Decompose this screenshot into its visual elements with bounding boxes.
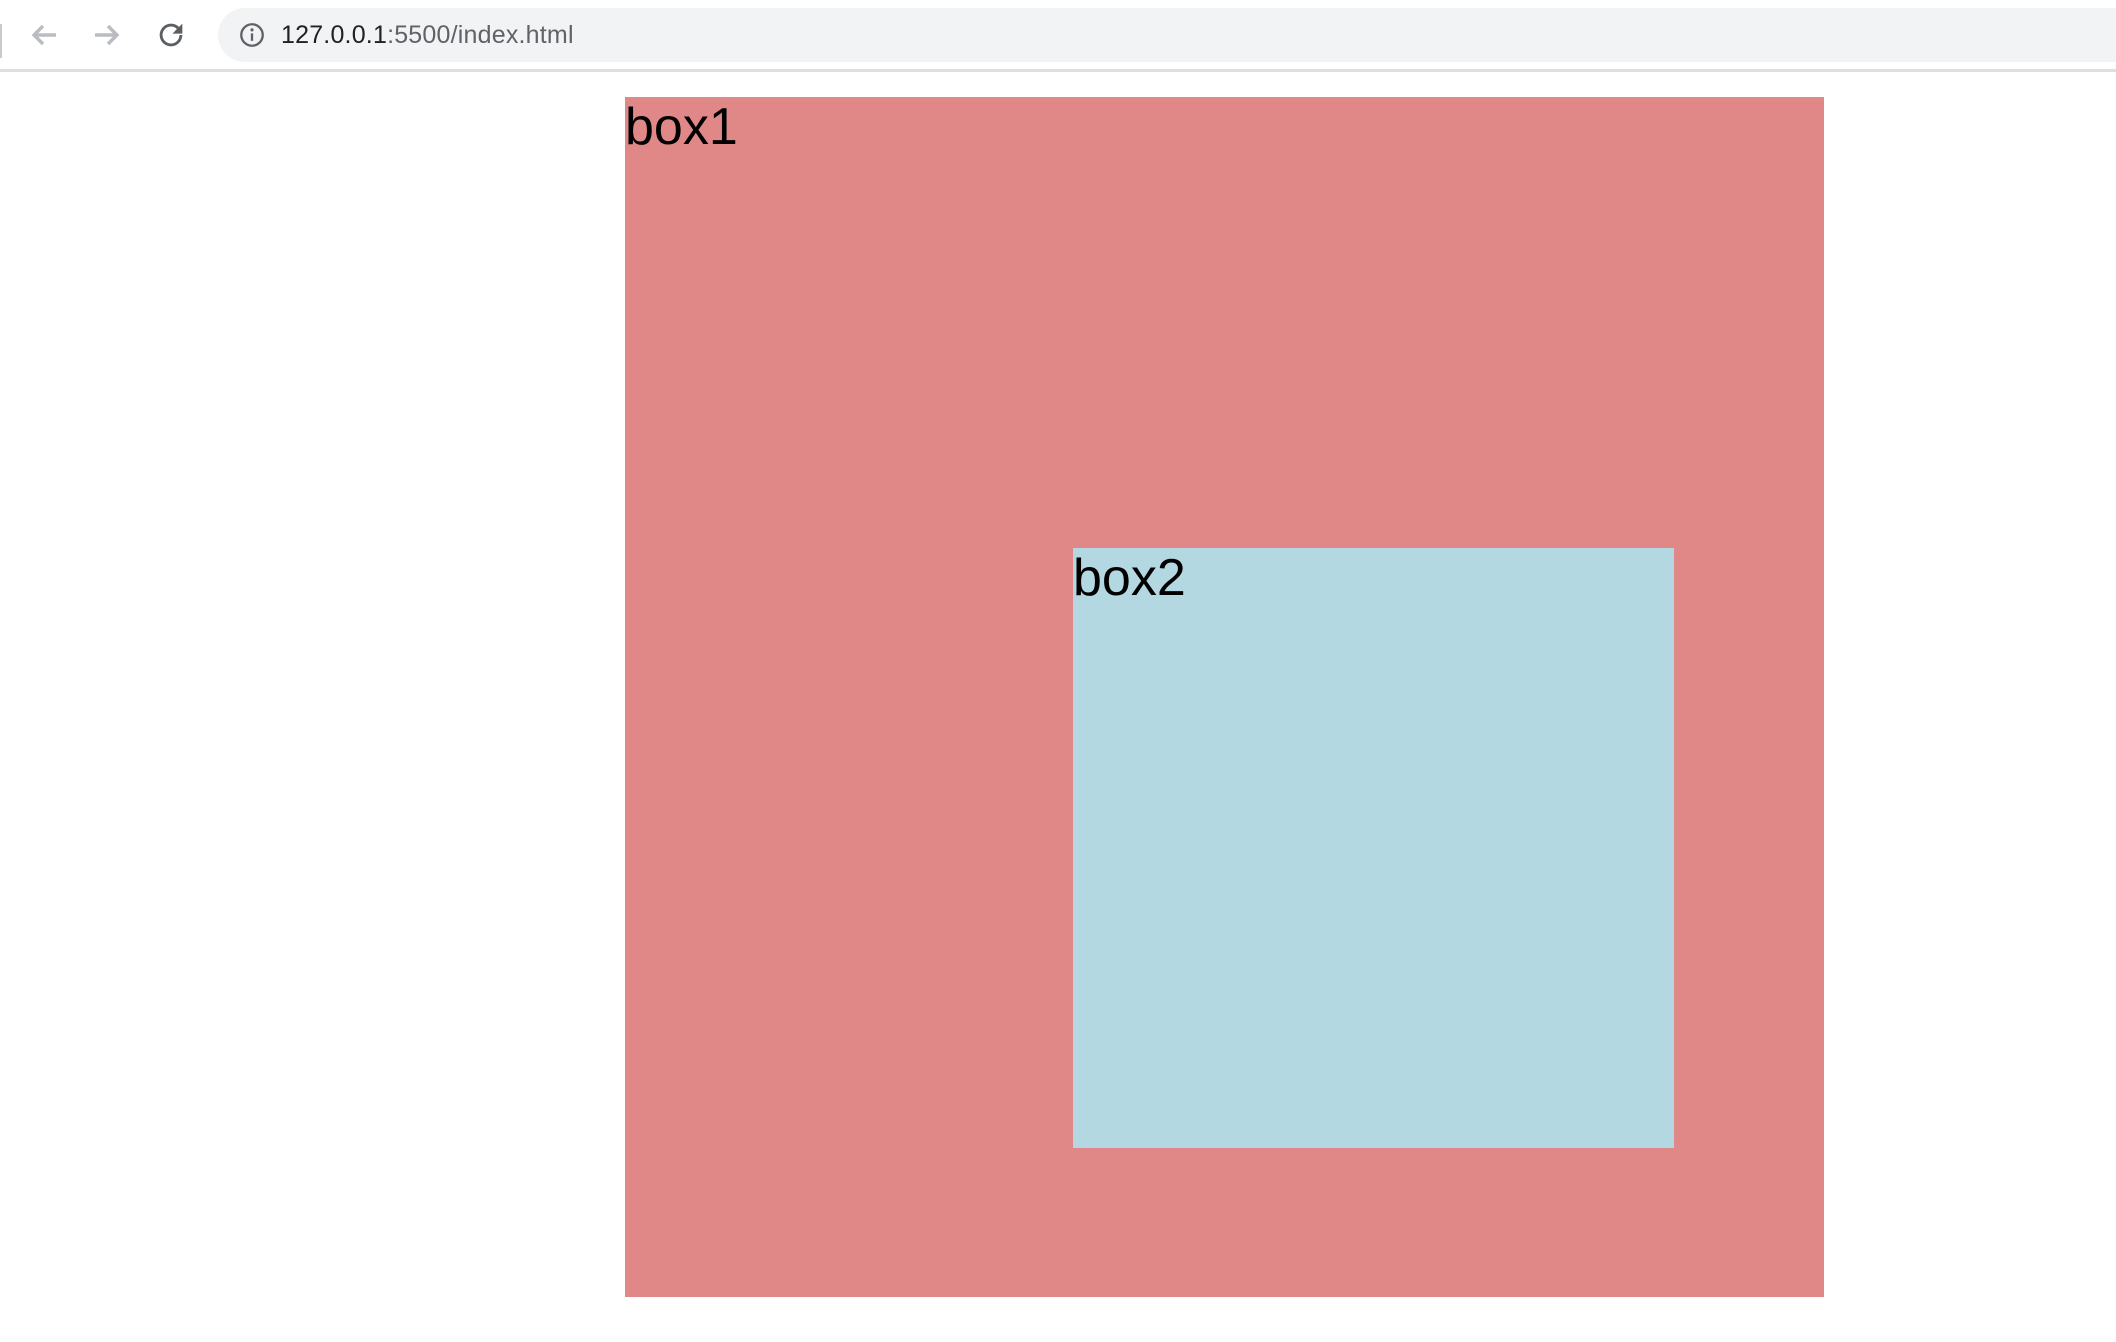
box2: box2 [1073, 548, 1674, 1148]
back-arrow-icon [26, 17, 62, 56]
box1-label: box1 [625, 98, 738, 156]
url-host: 127.0.0.1 [281, 20, 388, 49]
page-content: box1 box2 [0, 72, 2116, 1342]
forward-arrow-icon [89, 17, 125, 56]
reload-icon [154, 18, 188, 55]
reload-button[interactable] [152, 17, 190, 55]
forward-button[interactable] [88, 17, 126, 55]
page-info-icon[interactable] [238, 21, 266, 49]
back-button[interactable] [25, 17, 63, 55]
box2-label: box2 [1073, 549, 1186, 607]
url-path: :5500/index.html [387, 20, 574, 49]
box1: box1 box2 [625, 97, 1824, 1297]
address-bar[interactable]: 127.0.0.1:5500/index.html [218, 8, 2116, 62]
browser-toolbar: 127.0.0.1:5500/index.html [0, 0, 2116, 72]
window-edge-artifact [0, 24, 2, 58]
url-text: 127.0.0.1:5500/index.html [281, 21, 574, 50]
